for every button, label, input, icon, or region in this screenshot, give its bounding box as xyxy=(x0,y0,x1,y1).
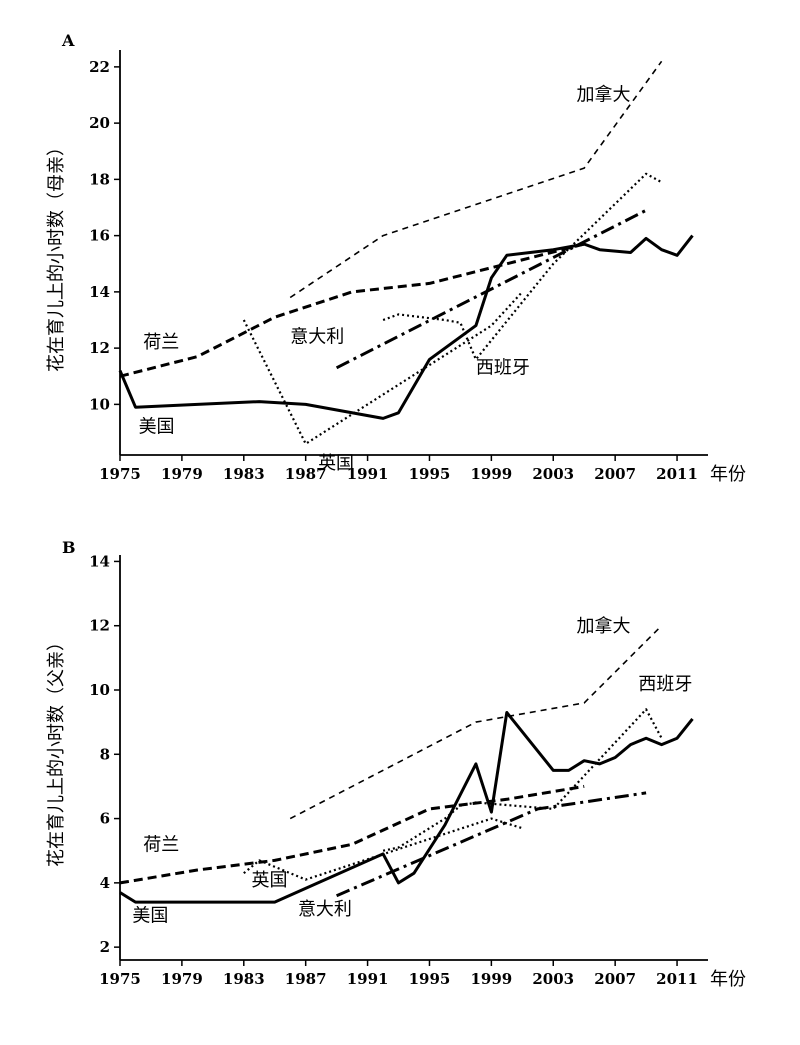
y-tick-label: 12 xyxy=(89,339,110,357)
series-line-dashed-heavy xyxy=(119,784,585,885)
x-axis-unit: 年份 xyxy=(710,969,746,990)
series-label: 西班牙 xyxy=(638,674,692,695)
series-line-dotted xyxy=(243,817,523,881)
x-axis-unit: 年份 xyxy=(710,464,746,485)
series-label: 英国 xyxy=(318,453,354,474)
x-tick-label: 1991 xyxy=(347,970,389,988)
x-tick-label: 1995 xyxy=(409,970,451,988)
series-label: 荷兰 xyxy=(143,835,179,856)
y-tick-label: 10 xyxy=(89,681,110,699)
series-line-dashdot xyxy=(336,791,647,898)
series-label: 加拿大 xyxy=(576,615,630,637)
series-line-dashed-light xyxy=(289,60,663,299)
x-tick-label: 1995 xyxy=(409,465,451,483)
x-tick-label: 2011 xyxy=(656,970,698,988)
series-line-dotted xyxy=(382,172,663,361)
series-label: 西班牙 xyxy=(476,357,530,378)
series-label: 意大利 xyxy=(298,899,352,920)
series-line-solid xyxy=(118,234,694,420)
y-tick-label: 20 xyxy=(89,114,110,132)
x-tick-label: 1975 xyxy=(99,970,141,988)
chart-panel-a: 10 12 14 16 18 20 22 1975 1979 1983 1987 1991 1995 19… xyxy=(46,31,746,485)
panel-letter: B xyxy=(62,538,76,557)
x-tick-label: 2007 xyxy=(594,465,636,483)
x-tick-label: 1979 xyxy=(161,465,203,483)
y-tick-label: 18 xyxy=(89,170,110,188)
panel-letter: A xyxy=(61,31,75,50)
x-tick-label: 2011 xyxy=(656,465,698,483)
y-axis-label: 花在育儿上的小时数（母亲） xyxy=(46,138,67,372)
y-tick-label: 22 xyxy=(89,58,110,76)
y-tick-label: 6 xyxy=(100,810,110,828)
y-tick-label: 4 xyxy=(100,874,110,892)
x-tick-label: 1983 xyxy=(223,465,265,483)
x-tick-label: 2003 xyxy=(532,970,574,988)
series-line-dashed-light xyxy=(289,625,663,820)
series-label: 荷兰 xyxy=(143,332,179,353)
x-tick-label: 1999 xyxy=(470,465,512,483)
x-tick-label: 1975 xyxy=(99,465,141,483)
series-line-dashdot xyxy=(335,208,647,370)
series-line-dotted xyxy=(242,291,524,445)
y-tick-label: 12 xyxy=(89,617,110,635)
y-tick-label: 14 xyxy=(89,552,110,570)
x-tick-label: 2003 xyxy=(532,465,574,483)
series-label: 加拿大 xyxy=(576,84,630,106)
series-line-solid xyxy=(119,711,694,904)
series-label: 意大利 xyxy=(290,327,344,348)
y-tick-label: 10 xyxy=(89,395,110,413)
x-tick-label: 1987 xyxy=(285,465,327,483)
y-tick-label: 8 xyxy=(100,745,110,763)
x-tick-label: 1999 xyxy=(470,970,512,988)
x-tick-label: 1987 xyxy=(285,970,327,988)
y-tick-label: 14 xyxy=(89,283,110,301)
x-tick-label: 1991 xyxy=(347,465,389,483)
y-axis-label: 花在育儿上的小时数（父亲） xyxy=(46,633,67,867)
series-label: 英国 xyxy=(252,870,288,891)
y-tick-label: 2 xyxy=(100,938,110,956)
x-tick-label: 2007 xyxy=(594,970,636,988)
series-label: 美国 xyxy=(139,417,175,438)
chart-panel-b: 2 4 6 8 10 12 14 1975 1979 1983 1987 1991 1995 1999 20… xyxy=(46,538,746,990)
x-tick-label: 1983 xyxy=(223,970,265,988)
series-label: 美国 xyxy=(132,905,168,926)
y-tick-label: 16 xyxy=(89,227,110,245)
x-tick-label: 1979 xyxy=(161,970,203,988)
